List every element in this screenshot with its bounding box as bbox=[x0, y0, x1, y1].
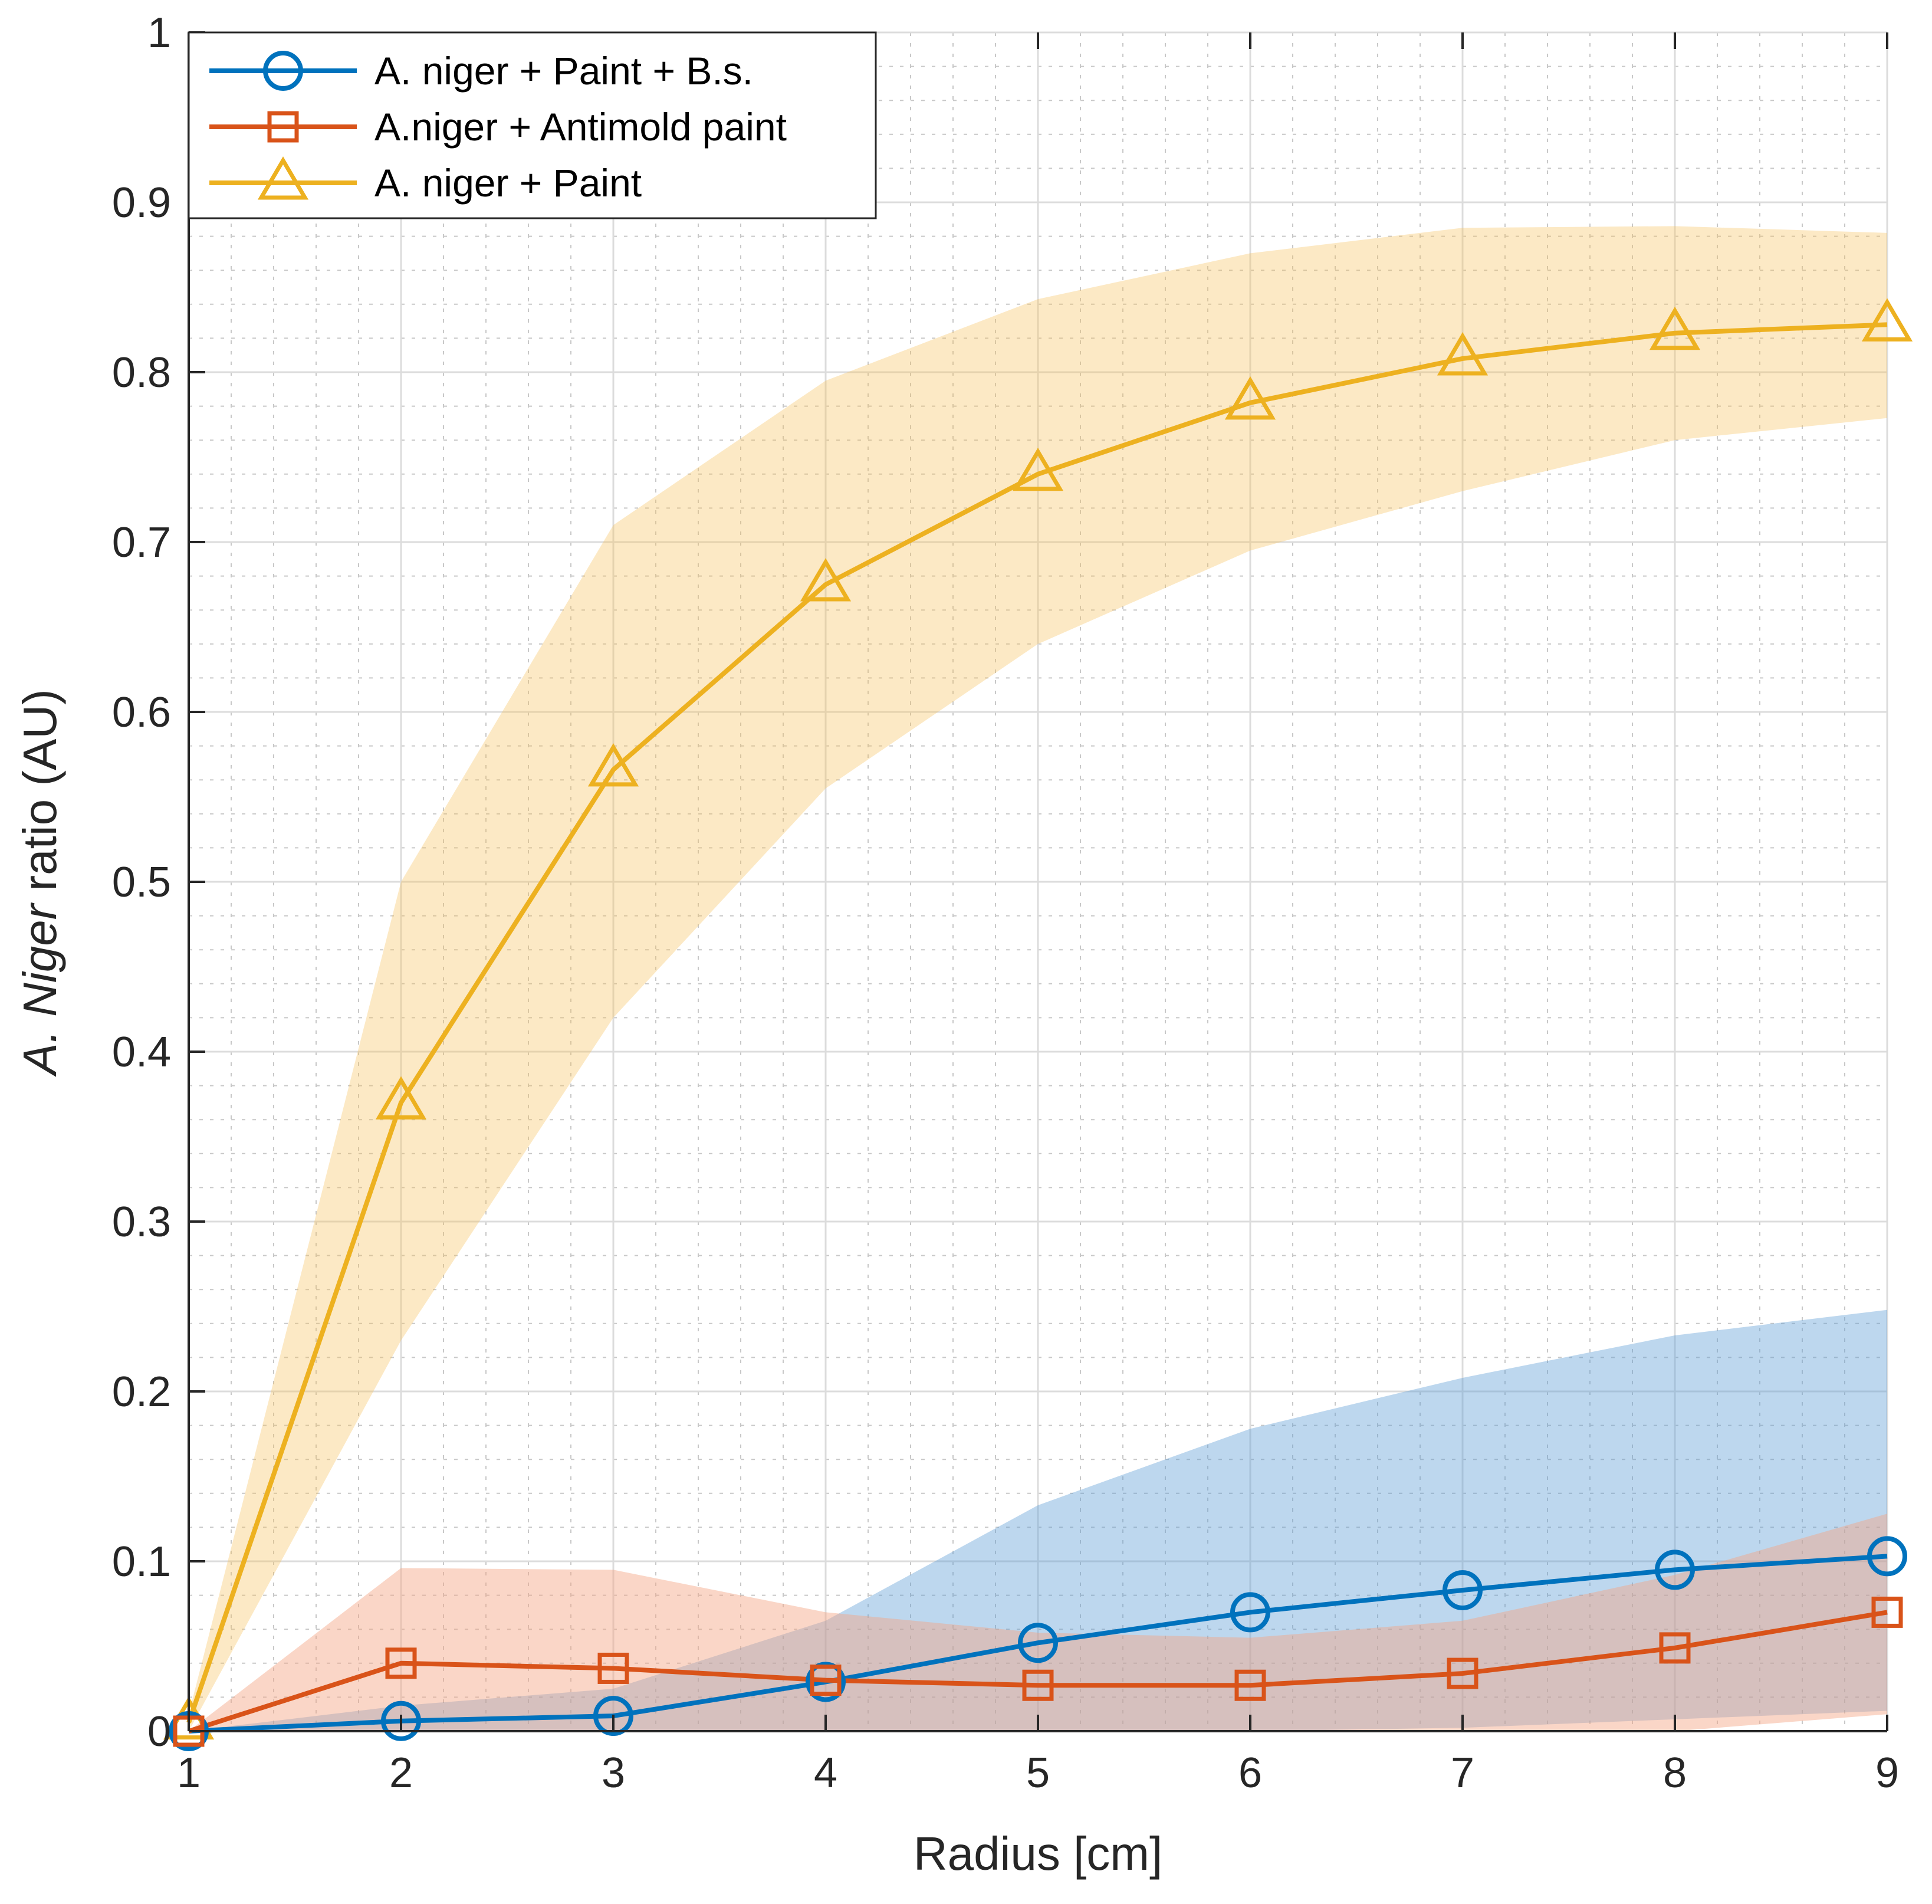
y-tick-label: 0.2 bbox=[112, 1368, 171, 1416]
data-point-series-3 bbox=[1861, 298, 1913, 342]
legend-label-series-3: A. niger + Paint bbox=[374, 161, 642, 205]
line-series-1 bbox=[188, 1554, 1888, 1734]
data-point-series-1 bbox=[1443, 1570, 1483, 1610]
legend-label-series-2: A.niger + Antimold paint bbox=[374, 105, 787, 149]
y-tick-label: 0.3 bbox=[112, 1199, 171, 1246]
data-point-series-3 bbox=[1012, 447, 1064, 491]
tick-labels: 1 2 3 4 5 6 7 8 9 0 0.1 0.2 0.3 0.4 0.5 0.6 0.7 0.8 0.9 1 bbox=[112, 9, 1899, 1797]
y-tick-label: 0.9 bbox=[112, 179, 171, 226]
data-point-series-2 bbox=[1871, 1596, 1903, 1628]
data-point-series-3 bbox=[1649, 306, 1701, 350]
data-point-series-3 bbox=[1224, 376, 1276, 420]
y-tick-label: 0 bbox=[147, 1708, 171, 1755]
data-point-series-1 bbox=[1655, 1550, 1695, 1590]
x-tick-label: 3 bbox=[602, 1749, 625, 1797]
axes bbox=[188, 31, 1888, 1732]
y-tick-label: 1 bbox=[147, 9, 171, 57]
data-point-series-2 bbox=[1659, 1632, 1691, 1664]
y-tick-label: 0.8 bbox=[112, 349, 171, 396]
data-point-series-1 bbox=[1018, 1623, 1058, 1663]
legend-marker-series-1 bbox=[263, 51, 303, 91]
data-point-series-1 bbox=[381, 1701, 421, 1741]
band-series-2 bbox=[189, 1514, 1887, 1731]
data-point-series-1 bbox=[1230, 1592, 1270, 1633]
y-tick-label: 0.1 bbox=[112, 1538, 171, 1585]
legend-marker-series-2 bbox=[267, 111, 299, 143]
data-point-series-2 bbox=[597, 1652, 629, 1684]
y-tick-label: 0.4 bbox=[112, 1029, 171, 1076]
y-tick-label: 0.6 bbox=[112, 689, 171, 736]
line-series-2 bbox=[188, 1610, 1888, 1734]
x-tick-label: 1 bbox=[177, 1749, 201, 1797]
data-point-series-1 bbox=[593, 1696, 633, 1736]
x-tick-label: 4 bbox=[814, 1749, 837, 1797]
x-axis-title: Radius [cm] bbox=[914, 1827, 1162, 1880]
x-tick-label: 5 bbox=[1026, 1749, 1050, 1797]
line-series-3 bbox=[186, 322, 1888, 1724]
data-point-series-3 bbox=[587, 743, 639, 787]
x-tick-label: 8 bbox=[1663, 1749, 1687, 1797]
series-lines bbox=[186, 322, 1888, 1734]
data-point-series-1 bbox=[1867, 1536, 1907, 1577]
data-point-series-2 bbox=[385, 1647, 417, 1679]
data-point-series-2 bbox=[810, 1665, 842, 1696]
y-tick-label: 0.7 bbox=[112, 519, 171, 566]
series-markers bbox=[163, 298, 1913, 1751]
y-axis-title-italic: A. Niger bbox=[14, 902, 66, 1076]
y-axis-title: A. Niger ratio (AU) bbox=[14, 689, 66, 1076]
data-point-series-3 bbox=[1437, 332, 1489, 376]
legend: A. niger + Paint + B.s. A.niger + Antimol… bbox=[188, 31, 877, 219]
band-series-3 bbox=[189, 226, 1887, 1731]
data-point-series-2 bbox=[1447, 1657, 1478, 1689]
data-point-series-2 bbox=[1234, 1669, 1266, 1701]
x-tick-label: 7 bbox=[1451, 1749, 1474, 1797]
data-point-series-1 bbox=[806, 1662, 846, 1702]
data-point-series-3 bbox=[800, 558, 852, 602]
legend-marker-series-3 bbox=[257, 156, 309, 200]
y-axis-title-rest: ratio (AU) bbox=[14, 689, 66, 904]
data-point-series-2 bbox=[1022, 1669, 1054, 1701]
y-tick-label: 0.5 bbox=[112, 859, 171, 906]
data-point-series-3 bbox=[375, 1076, 427, 1120]
x-tick-label: 2 bbox=[389, 1749, 413, 1797]
x-tick-label: 6 bbox=[1238, 1749, 1262, 1797]
band-series-1 bbox=[189, 1309, 1887, 1731]
x-tick-label: 9 bbox=[1875, 1749, 1899, 1797]
confidence-bands bbox=[189, 226, 1887, 1731]
legend-label-series-1: A. niger + Paint + B.s. bbox=[374, 49, 753, 93]
